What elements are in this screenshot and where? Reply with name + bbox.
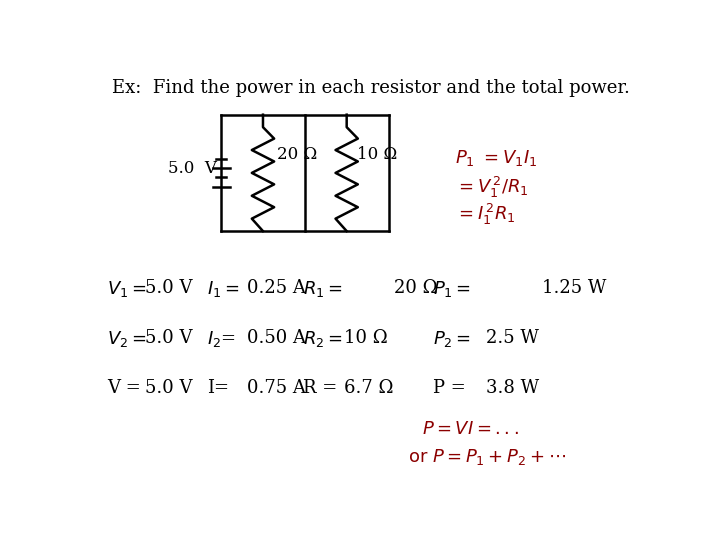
Text: $V_1 =$: $V_1 =$ — [107, 279, 146, 299]
Text: $R_2 =$: $R_2 =$ — [303, 329, 343, 349]
Text: I=: I= — [207, 379, 229, 397]
Text: $P = VI = ...$: $P = VI = ...$ — [422, 420, 519, 438]
Text: 10 Ω: 10 Ω — [344, 329, 387, 347]
Text: 5.0  V: 5.0 V — [168, 160, 217, 177]
Text: $I_1 =$: $I_1 =$ — [207, 279, 240, 299]
Text: or $P = P_1 + P_2 + \cdots$: or $P = P_1 + P_2 + \cdots$ — [408, 447, 566, 467]
Text: P =: P = — [433, 379, 466, 397]
Text: Ex:  Find the power in each resistor and the total power.: Ex: Find the power in each resistor and … — [112, 79, 630, 97]
Text: $V_2 =$: $V_2 =$ — [107, 329, 146, 349]
Text: 20 Ω: 20 Ω — [277, 146, 318, 163]
Text: 3.8 W: 3.8 W — [486, 379, 539, 397]
Text: $R_1 =$: $R_1 =$ — [303, 279, 343, 299]
Text: 5.0 V: 5.0 V — [145, 279, 192, 297]
Text: 20 Ω: 20 Ω — [394, 279, 438, 297]
Text: $= I_1^{\,2}R_1$: $= I_1^{\,2}R_1$ — [456, 202, 516, 227]
Text: 5.0 V: 5.0 V — [145, 329, 192, 347]
Text: R =: R = — [303, 379, 338, 397]
Text: V =: V = — [107, 379, 140, 397]
Text: $P_1\ =V_1I_1$: $P_1\ =V_1I_1$ — [456, 148, 538, 168]
Text: 2.5 W: 2.5 W — [486, 329, 539, 347]
Text: 0.25 A: 0.25 A — [248, 279, 306, 297]
Text: 1.25 W: 1.25 W — [542, 279, 606, 297]
Text: 6.7 Ω: 6.7 Ω — [344, 379, 393, 397]
Text: 0.50 A: 0.50 A — [248, 329, 306, 347]
Text: $I_2$=: $I_2$= — [207, 329, 236, 349]
Text: 0.75 A: 0.75 A — [248, 379, 306, 397]
Text: 10 Ω: 10 Ω — [356, 146, 397, 163]
Text: $= V_1^{\,2}/R_1$: $= V_1^{\,2}/R_1$ — [456, 175, 529, 200]
Text: 5.0 V: 5.0 V — [145, 379, 192, 397]
Text: $P_2 =$: $P_2 =$ — [433, 329, 471, 349]
Text: $P_1 =$: $P_1 =$ — [433, 279, 471, 299]
